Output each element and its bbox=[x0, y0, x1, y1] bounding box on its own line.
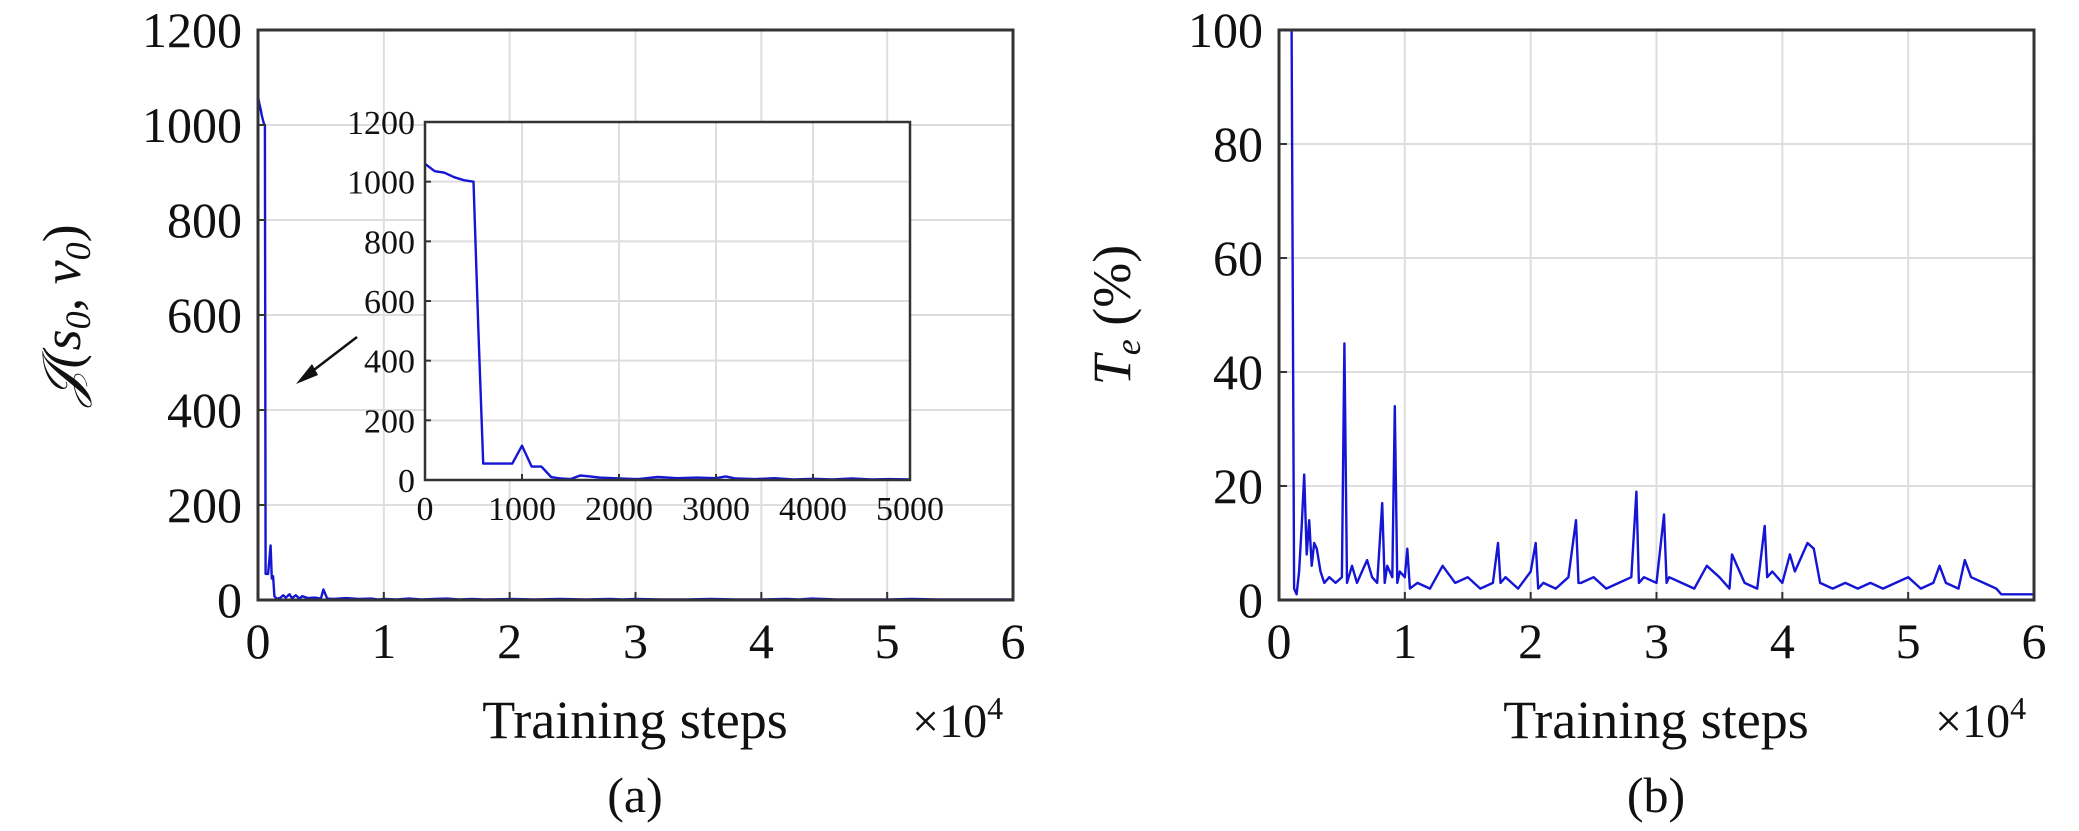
x-tick-label: 1000 bbox=[488, 491, 556, 528]
x-tick-label: 5 bbox=[1896, 613, 1921, 669]
panel-a-xlabel: Training steps bbox=[482, 690, 788, 750]
y-tick-label: 600 bbox=[364, 284, 415, 321]
x-tick-label: 2 bbox=[497, 613, 522, 669]
x-tick-label: 2 bbox=[1518, 613, 1543, 669]
x-tick-label: 6 bbox=[2022, 613, 2047, 669]
x-tick-label: 4 bbox=[1770, 613, 1795, 669]
y-tick-label: 0 bbox=[217, 572, 242, 628]
y-tick-label: 600 bbox=[167, 287, 242, 343]
y-tick-label: 100 bbox=[1188, 2, 1263, 58]
y-tick-label: 60 bbox=[1213, 230, 1263, 286]
x-tick-label: 5 bbox=[875, 613, 900, 669]
panel-a-y-ticks: 0 200 400 600 800 1000 1200 bbox=[142, 2, 266, 628]
panel-a-label: (a) bbox=[607, 767, 663, 823]
x-tick-label: 4000 bbox=[779, 491, 847, 528]
panel-b-xlabel: Training steps bbox=[1503, 690, 1809, 750]
panel-b-series bbox=[1279, 28, 2034, 596]
series-line bbox=[1279, 28, 2034, 596]
x-tick-label: 3000 bbox=[682, 491, 750, 528]
panel-b-grid bbox=[1279, 30, 2034, 600]
inset-y-ticks: 0 200 400 600 800 1000 1200 bbox=[347, 105, 431, 500]
y-tick-label: 80 bbox=[1213, 116, 1263, 172]
y-tick-label: 200 bbox=[167, 477, 242, 533]
panel-b-x-ticks: 0 1 2 3 4 5 6 bbox=[1267, 592, 2047, 669]
x-tick-label: 4 bbox=[749, 613, 774, 669]
panel-a-ylabel: 𝒥(s0, v0) bbox=[32, 224, 98, 408]
x-tick-label: 0 bbox=[417, 491, 434, 528]
x-tick-label: 0 bbox=[246, 613, 271, 669]
y-tick-label: 0 bbox=[398, 463, 415, 500]
y-tick-label: 20 bbox=[1213, 458, 1263, 514]
x-tick-label: 3 bbox=[623, 613, 648, 669]
x-tick-label: 2000 bbox=[585, 491, 653, 528]
y-tick-label: 40 bbox=[1213, 344, 1263, 400]
y-tick-label: 0 bbox=[1238, 572, 1263, 628]
y-tick-label: 800 bbox=[167, 192, 242, 248]
zoom-arrow bbox=[296, 336, 358, 384]
panel-b-label: (b) bbox=[1627, 767, 1685, 823]
x-tick-label: 5000 bbox=[876, 491, 944, 528]
x-tick-label: 1 bbox=[1392, 613, 1417, 669]
panel-b-y-ticks: 0 20 40 60 80 100 bbox=[1188, 2, 1287, 628]
x-tick-label: 1 bbox=[371, 613, 396, 669]
y-tick-label: 1000 bbox=[142, 97, 242, 153]
y-tick-label: 400 bbox=[364, 344, 415, 381]
y-tick-label: 1200 bbox=[142, 2, 242, 58]
y-tick-label: 1000 bbox=[347, 165, 415, 202]
panel-b-ylabel: Te (%) bbox=[1082, 245, 1148, 385]
inset-grid bbox=[425, 122, 910, 480]
x-tick-label: 3 bbox=[1644, 613, 1669, 669]
panel-a-inset: 0 1000 2000 3000 4000 5000 0 200 400 600 800 1000 1… bbox=[347, 105, 944, 528]
y-tick-label: 800 bbox=[364, 224, 415, 261]
y-tick-label: 400 bbox=[167, 382, 242, 438]
x-tick-label: 0 bbox=[1267, 613, 1292, 669]
y-tick-label: 200 bbox=[364, 403, 415, 440]
panel-a-x-ticks: 0 1 2 3 4 5 6 bbox=[246, 592, 1026, 669]
panel-a-x-multiplier: ×104 bbox=[912, 690, 1003, 748]
panel-b-x-multiplier: ×104 bbox=[1935, 690, 2026, 748]
x-tick-label: 6 bbox=[1001, 613, 1026, 669]
panel-b: 0 1 2 3 4 5 6 0 20 40 60 80 100 Training steps ×104… bbox=[1082, 2, 2047, 823]
y-tick-label: 1200 bbox=[347, 105, 415, 142]
inset-x-ticks: 0 1000 2000 3000 4000 5000 bbox=[417, 474, 944, 528]
